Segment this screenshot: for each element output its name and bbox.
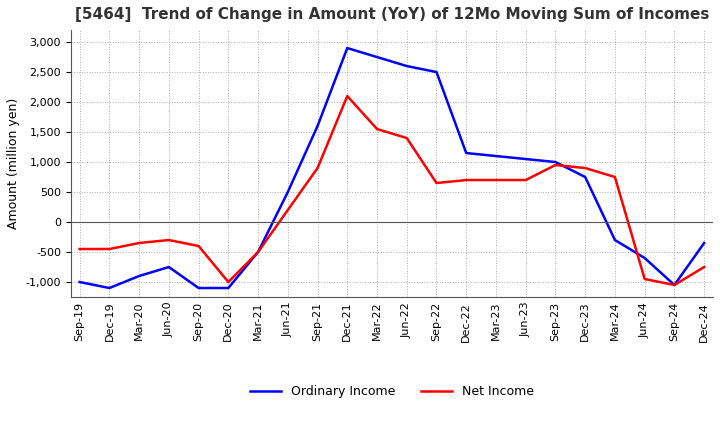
Net Income: [670, 282, 679, 288]
Ordinary Income: [670, 282, 679, 288]
Net Income: [581, 165, 590, 171]
Ordinary Income: [432, 70, 441, 75]
Net Income: [611, 174, 619, 180]
Ordinary Income: [194, 286, 203, 291]
Net Income: [551, 162, 559, 168]
Ordinary Income: [165, 264, 174, 270]
Line: Net Income: Net Income: [80, 96, 704, 285]
Net Income: [640, 276, 649, 282]
Net Income: [253, 249, 262, 255]
Ordinary Income: [284, 189, 292, 194]
Ordinary Income: [253, 249, 262, 255]
Ordinary Income: [611, 237, 619, 242]
Net Income: [432, 180, 441, 186]
Ordinary Income: [224, 286, 233, 291]
Net Income: [313, 165, 322, 171]
Title: [5464]  Trend of Change in Amount (YoY) of 12Mo Moving Sum of Incomes: [5464] Trend of Change in Amount (YoY) o…: [75, 7, 709, 22]
Ordinary Income: [640, 255, 649, 260]
Ordinary Income: [581, 174, 590, 180]
Net Income: [492, 177, 500, 183]
Net Income: [284, 207, 292, 213]
Net Income: [194, 243, 203, 249]
Ordinary Income: [551, 159, 559, 165]
Legend: Ordinary Income, Net Income: Ordinary Income, Net Income: [245, 380, 539, 403]
Ordinary Income: [700, 240, 708, 246]
Ordinary Income: [135, 273, 143, 279]
Net Income: [700, 264, 708, 270]
Ordinary Income: [492, 154, 500, 159]
Ordinary Income: [373, 55, 382, 60]
Ordinary Income: [343, 45, 351, 51]
Line: Ordinary Income: Ordinary Income: [80, 48, 704, 288]
Ordinary Income: [521, 156, 530, 161]
Net Income: [521, 177, 530, 183]
Ordinary Income: [313, 123, 322, 128]
Net Income: [165, 237, 174, 242]
Net Income: [462, 177, 471, 183]
Net Income: [105, 246, 114, 252]
Ordinary Income: [402, 63, 411, 69]
Ordinary Income: [462, 150, 471, 156]
Net Income: [135, 240, 143, 246]
Y-axis label: Amount (million yen): Amount (million yen): [7, 98, 20, 229]
Net Income: [343, 93, 351, 99]
Net Income: [373, 126, 382, 132]
Net Income: [402, 136, 411, 141]
Net Income: [76, 246, 84, 252]
Ordinary Income: [76, 279, 84, 285]
Net Income: [224, 279, 233, 285]
Ordinary Income: [105, 286, 114, 291]
